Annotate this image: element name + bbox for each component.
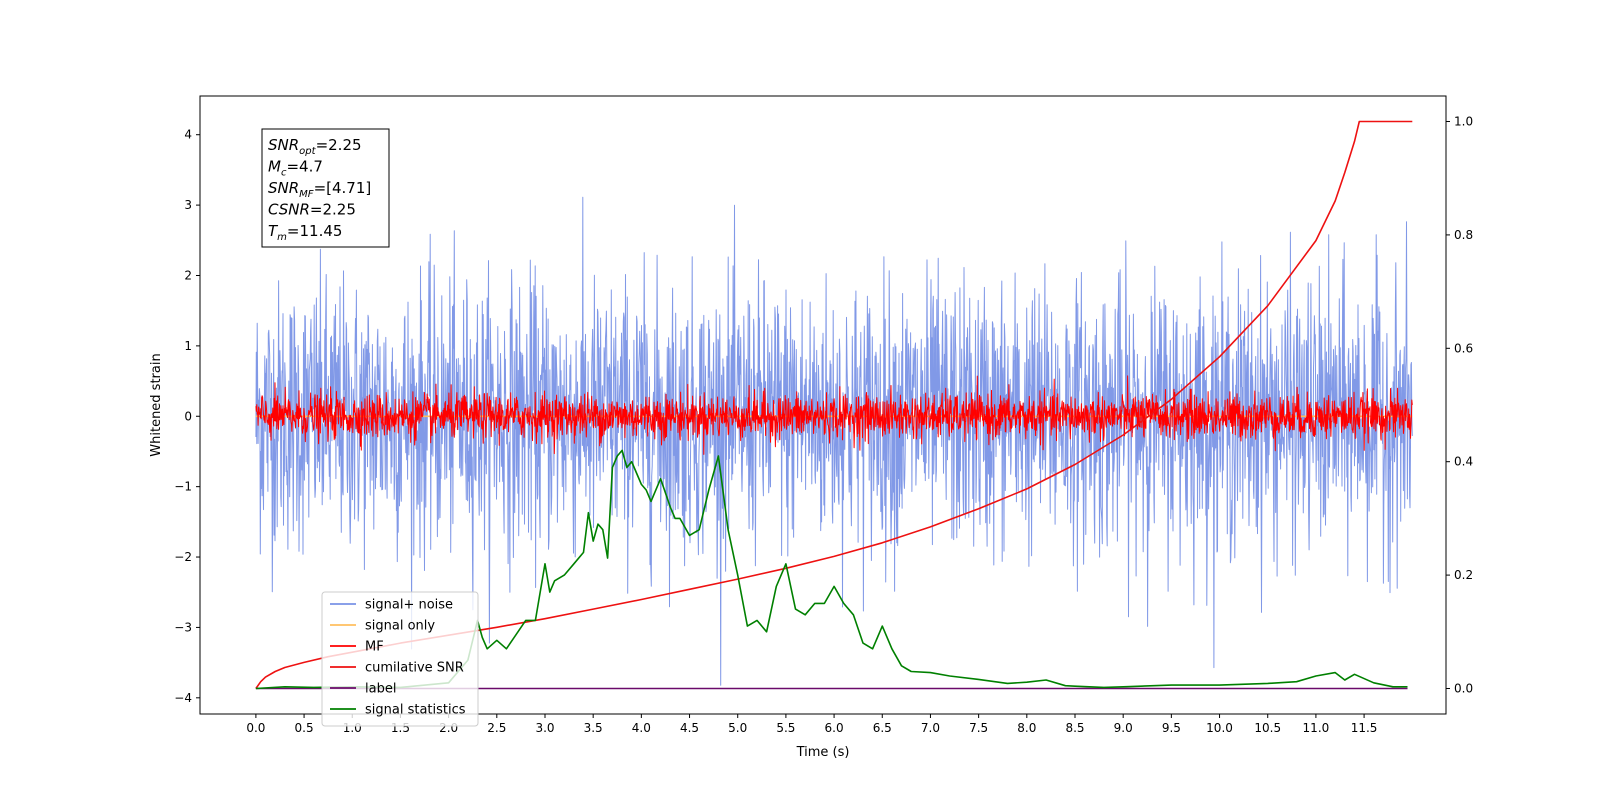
x-tick-label: 5.0 xyxy=(728,721,747,735)
legend-label-signal-noise: signal+ noise xyxy=(365,598,453,613)
x-axis: 0.0 0.5 1.0 1.5 2.0 2.5 3.0 3.5 4.0 4.5 5.0 5.5 6.0 6… xyxy=(246,714,1377,735)
legend: signal+ noise signal only MF cumilative SNR… xyxy=(321,591,479,727)
y-axis-right: 1.0 0.8 0.6 0.4 0.2 0.0 xyxy=(1446,115,1473,695)
annotation-line: Tm=11.45 xyxy=(268,222,342,243)
y-right-tick-label: 0.6 xyxy=(1454,341,1473,355)
x-tick-label: 2.5 xyxy=(487,721,506,735)
series-cumilative-snr xyxy=(255,120,1413,689)
x-tick-label: 10.5 xyxy=(1254,721,1281,735)
x-tick-label: 6.5 xyxy=(873,721,892,735)
series-mf xyxy=(255,375,1413,455)
x-tick-label: 7.5 xyxy=(969,721,988,735)
x-tick-label: 7.0 xyxy=(921,721,940,735)
y-left-tick-label: 1 xyxy=(184,339,192,353)
x-tick-label: 9.0 xyxy=(1114,721,1133,735)
legend-frame xyxy=(321,591,479,727)
annotation-line: SNRMF=[4.71] xyxy=(268,179,371,200)
annotation-line: Mc=4.7 xyxy=(268,158,323,179)
y-axis-title: Whitened strain xyxy=(149,353,164,456)
plot-frame xyxy=(199,95,1447,715)
y-left-tick-label: 2 xyxy=(184,268,192,282)
x-tick-label: 0.0 xyxy=(246,721,265,735)
x-tick-label: 8.5 xyxy=(1065,721,1084,735)
x-axis-title: Time (s) xyxy=(796,745,850,760)
x-tick-label: 6.0 xyxy=(825,721,844,735)
x-tick-label: 11.0 xyxy=(1303,721,1330,735)
annotation-line: CSNR=2.25 xyxy=(268,201,356,219)
y-left-tick-label: −4 xyxy=(174,691,192,705)
legend-label-mf: MF xyxy=(365,640,384,655)
x-tick-label: 9.5 xyxy=(1162,721,1181,735)
y-left-tick-label: 0 xyxy=(184,409,192,423)
x-tick-label: 3.0 xyxy=(535,721,554,735)
x-tick-label: 0.5 xyxy=(295,721,314,735)
y-right-tick-label: 0.4 xyxy=(1454,455,1473,469)
y-right-tick-label: 0.0 xyxy=(1454,681,1473,695)
legend-label-signal-only: signal only xyxy=(365,619,435,634)
y-axis-left: 4 3 2 1 0 −1 −2 −3 −4 xyxy=(174,128,200,705)
y-left-tick-label: 3 xyxy=(184,198,192,212)
annotation-frame xyxy=(261,128,390,248)
y-left-tick-label: −3 xyxy=(174,620,192,634)
y-left-tick-label: −2 xyxy=(174,550,192,564)
x-tick-label: 5.5 xyxy=(776,721,795,735)
legend-label-cumilative-snr: cumilative SNR xyxy=(365,661,464,676)
x-tick-label: 11.5 xyxy=(1351,721,1378,735)
x-tick-label: 3.5 xyxy=(584,721,603,735)
legend-label-signal-statistics: signal statistics xyxy=(365,703,466,718)
y-right-tick-label: 1.0 xyxy=(1454,115,1473,129)
series-signal-statistics xyxy=(255,449,1408,690)
legend-label-label: label xyxy=(365,682,396,697)
x-tick-label: 4.0 xyxy=(632,721,651,735)
x-tick-label: 4.5 xyxy=(680,721,699,735)
annotation-line: SNRopt=2.25 xyxy=(268,136,362,157)
y-left-tick-label: −1 xyxy=(174,480,192,494)
x-tick-label: 10.0 xyxy=(1206,721,1233,735)
y-right-tick-label: 0.2 xyxy=(1454,568,1473,582)
y-right-tick-label: 0.8 xyxy=(1454,228,1473,242)
x-tick-label: 8.0 xyxy=(1017,721,1036,735)
y-left-tick-label: 4 xyxy=(184,128,192,142)
